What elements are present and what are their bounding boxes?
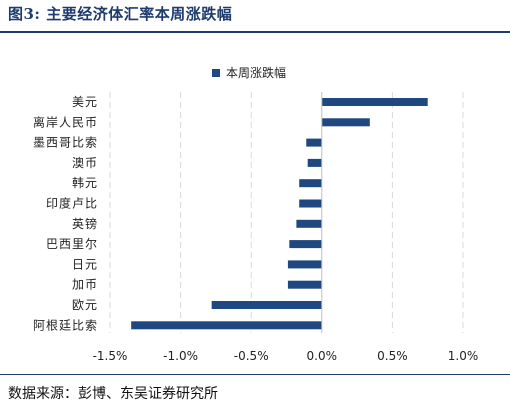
bar: [299, 199, 322, 208]
category-label: 巴西里尔: [46, 236, 98, 251]
tick-label: -0.5%: [234, 349, 269, 363]
bar: [211, 301, 322, 309]
bar: [289, 240, 322, 249]
tick-label: 0.0%: [307, 349, 338, 363]
title-rule: [0, 31, 510, 33]
bar: [306, 138, 322, 147]
category-label: 美元: [72, 95, 98, 109]
legend-swatch: [212, 68, 220, 77]
category-label: 加币: [72, 278, 98, 292]
bar: [131, 321, 322, 330]
tick-label: -1.0%: [163, 349, 198, 363]
source-rule: [0, 374, 510, 375]
figure-title: 图3: 主要经济体汇率本周涨跌幅: [8, 5, 233, 23]
tick-label: 0.5%: [377, 349, 408, 363]
bar: [307, 158, 322, 167]
category-label: 印度卢比: [46, 196, 98, 211]
category-label: 韩元: [72, 175, 98, 190]
bar: [287, 280, 322, 289]
category-label: 离岸人民币: [33, 114, 98, 129]
category-label: 日元: [72, 257, 98, 271]
category-label: 英镑: [72, 216, 98, 231]
tick-label: -1.5%: [93, 349, 128, 363]
source-note: 数据来源：彭博、东吴证券研究所: [8, 386, 218, 402]
bar: [321, 98, 428, 106]
category-label: 墨西哥比索: [33, 136, 98, 150]
bar: [299, 179, 322, 188]
category-label: 澳币: [72, 156, 98, 170]
legend-label: 本周涨跌幅: [226, 66, 287, 80]
tick-label: 1.0%: [448, 349, 479, 363]
bar: [321, 118, 370, 127]
bar: [287, 260, 322, 269]
legend: 本周涨跌幅: [212, 64, 286, 81]
bar: [296, 219, 322, 228]
category-label: 欧元: [72, 298, 98, 312]
category-label: 阿根廷比索: [33, 318, 98, 332]
